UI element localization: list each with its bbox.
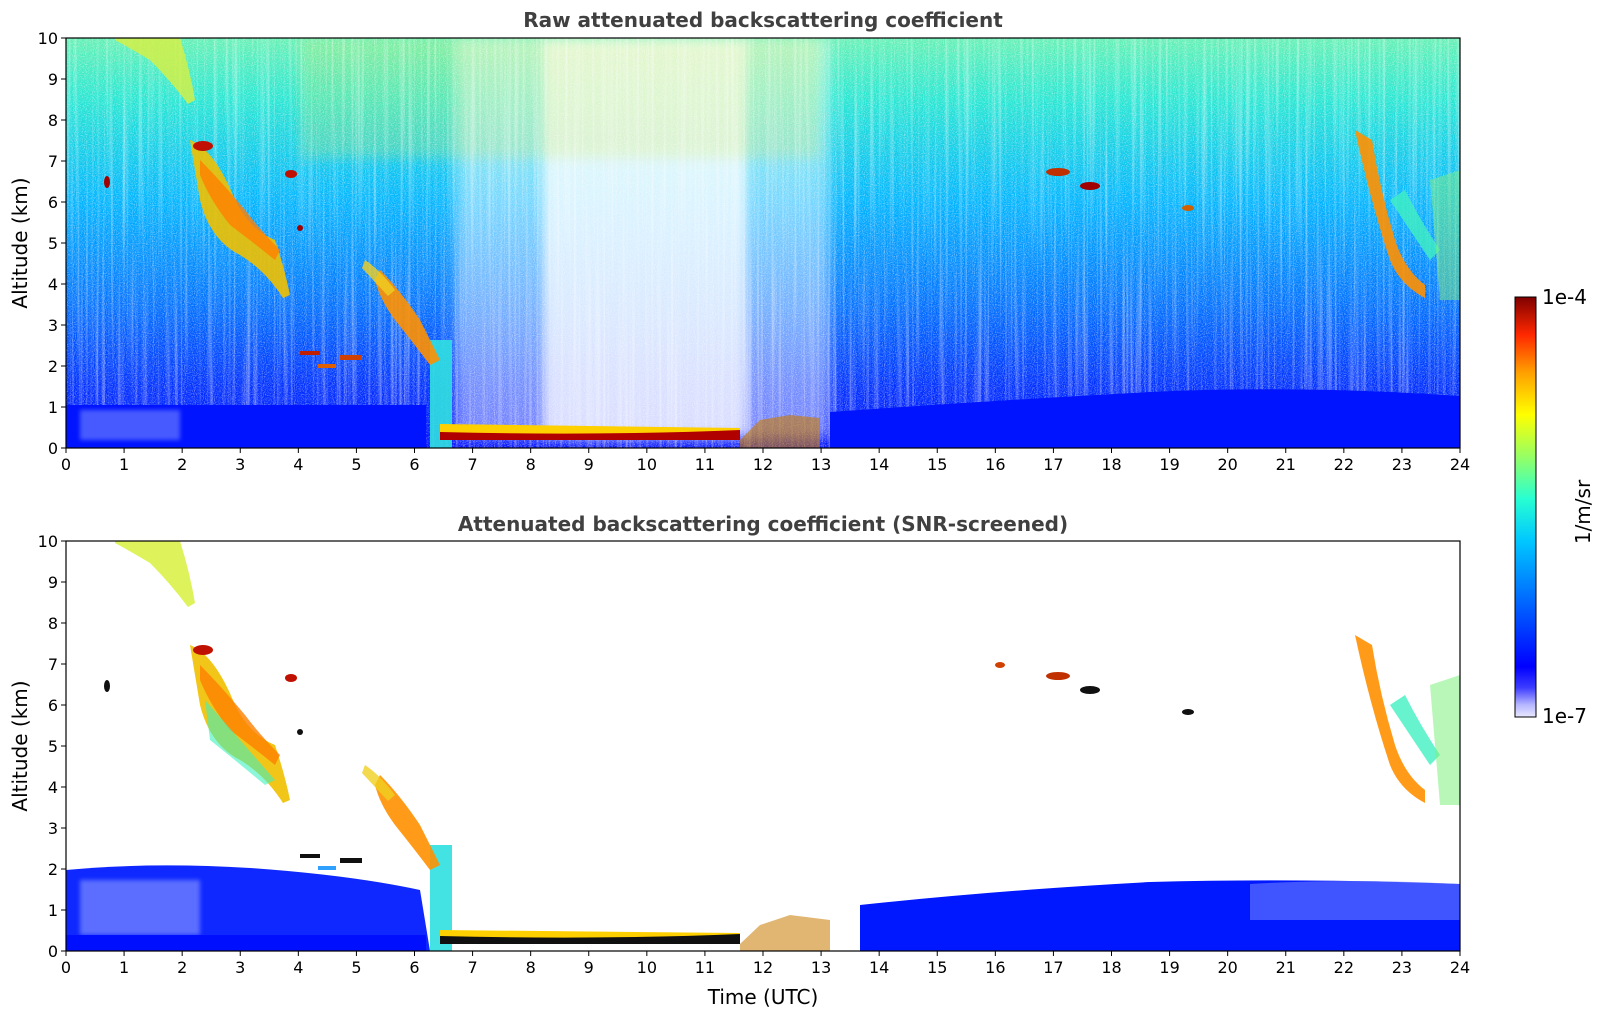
- panel1-title: Raw attenuated backscattering coefficien…: [523, 8, 1003, 32]
- x-tick-label: 5: [351, 455, 361, 474]
- y-tick-label: 5: [48, 737, 58, 756]
- x-tick-label: 24: [1450, 455, 1470, 474]
- y-tick-label: 7: [48, 152, 58, 171]
- x-tick-label: 20: [1217, 455, 1237, 474]
- x-tick-label: 16: [985, 958, 1005, 977]
- y-tick-label: 0: [48, 942, 58, 961]
- x-tick-label: 17: [1043, 958, 1063, 977]
- x-tick-label: 19: [1159, 958, 1179, 977]
- x-tick-label: 7: [467, 958, 477, 977]
- x-tick-label: 1: [119, 455, 129, 474]
- x-tick-label: 18: [1101, 958, 1121, 977]
- colorbar-gradient: [1514, 296, 1537, 718]
- x-tick-label: 24: [1450, 958, 1470, 977]
- y-tick-label: 1: [48, 901, 58, 920]
- x-tick-label: 2: [177, 958, 187, 977]
- panel2-x-axis: 0 1 2 3 4 5 6 7 8 9 10 11 12 13 14 15 16 17 18 19 20 21 22 23 24: [61, 951, 1470, 977]
- x-tick-label: 3: [235, 455, 245, 474]
- x-tick-label: 0: [61, 455, 71, 474]
- x-tick-label: 10: [637, 455, 657, 474]
- x-tick-label: 17: [1043, 455, 1063, 474]
- y-tick-label: 10: [38, 532, 58, 551]
- panel1-y-axis: 0 1 2 3 4 5 6 7 8 9 10: [38, 29, 66, 458]
- y-tick-label: 9: [48, 70, 58, 89]
- panel1-heatmap: [66, 38, 1460, 448]
- y-tick-label: 8: [48, 111, 58, 130]
- y-tick-label: 8: [48, 614, 58, 633]
- x-tick-label: 7: [467, 455, 477, 474]
- x-tick-label: 11: [695, 455, 715, 474]
- y-tick-label: 10: [38, 29, 58, 48]
- colorbar-min-label: 1e-7: [1542, 704, 1587, 728]
- y-tick-label: 7: [48, 655, 58, 674]
- x-tick-label: 6: [409, 455, 419, 474]
- x-tick-label: 16: [985, 455, 1005, 474]
- panel2-heatmap: [66, 541, 1460, 951]
- panel-screened: Attenuated backscattering coefficient (S…: [8, 512, 1470, 1009]
- y-tick-label: 0: [48, 439, 58, 458]
- y-tick-label: 5: [48, 234, 58, 253]
- panel2-y-label: Altitude (km): [8, 680, 32, 811]
- x-tick-label: 13: [811, 958, 831, 977]
- x-tick-label: 9: [584, 958, 594, 977]
- x-tick-label: 4: [293, 958, 303, 977]
- x-tick-label: 12: [753, 958, 773, 977]
- x-tick-label: 6: [409, 958, 419, 977]
- x-tick-label: 23: [1392, 455, 1412, 474]
- x-tick-label: 19: [1159, 455, 1179, 474]
- x-tick-label: 15: [927, 958, 947, 977]
- colorbar-unit-label: 1/m/sr: [1571, 479, 1595, 544]
- y-tick-label: 3: [48, 819, 58, 838]
- panel-raw: Raw attenuated backscattering coefficien…: [8, 8, 1470, 474]
- y-tick-label: 4: [48, 778, 58, 797]
- x-tick-label: 12: [753, 455, 773, 474]
- colorbar-max-label: 1e-4: [1542, 285, 1587, 309]
- y-tick-label: 3: [48, 316, 58, 335]
- x-axis-label: Time (UTC): [707, 985, 819, 1009]
- x-tick-label: 2: [177, 455, 187, 474]
- x-tick-label: 3: [235, 958, 245, 977]
- x-tick-label: 1: [119, 958, 129, 977]
- x-tick-label: 0: [61, 958, 71, 977]
- y-tick-label: 4: [48, 275, 58, 294]
- x-tick-label: 20: [1217, 958, 1237, 977]
- x-tick-label: 8: [526, 455, 536, 474]
- y-tick-label: 6: [48, 696, 58, 715]
- x-tick-label: 11: [695, 958, 715, 977]
- x-tick-label: 8: [526, 958, 536, 977]
- x-tick-label: 21: [1276, 455, 1296, 474]
- x-tick-label: 18: [1101, 455, 1121, 474]
- x-tick-label: 23: [1392, 958, 1412, 977]
- panel1-y-label: Altitude (km): [8, 177, 32, 308]
- x-tick-label: 13: [811, 455, 831, 474]
- y-tick-label: 9: [48, 573, 58, 592]
- y-tick-label: 2: [48, 357, 58, 376]
- x-tick-label: 5: [351, 958, 361, 977]
- x-tick-label: 10: [637, 958, 657, 977]
- y-tick-label: 1: [48, 398, 58, 417]
- x-tick-label: 21: [1276, 958, 1296, 977]
- panel2-y-axis: 0 1 2 3 4 5 6 7 8 9 10: [38, 532, 66, 961]
- panel1-x-axis: 0 1 2 3 4 5 6 7 8 9 10 11 12 13 14 15 16 17 18 19 20 21 22 23 24: [61, 448, 1470, 474]
- colorbar: 1e-4 1e-7 1/m/sr: [1514, 285, 1595, 728]
- x-tick-label: 15: [927, 455, 947, 474]
- x-tick-label: 22: [1334, 455, 1354, 474]
- x-tick-label: 22: [1334, 958, 1354, 977]
- y-tick-label: 2: [48, 860, 58, 879]
- x-tick-label: 14: [869, 455, 889, 474]
- y-tick-label: 6: [48, 193, 58, 212]
- x-tick-label: 14: [869, 958, 889, 977]
- panel2-title: Attenuated backscattering coefficient (S…: [458, 512, 1068, 536]
- x-tick-label: 9: [584, 455, 594, 474]
- x-tick-label: 4: [293, 455, 303, 474]
